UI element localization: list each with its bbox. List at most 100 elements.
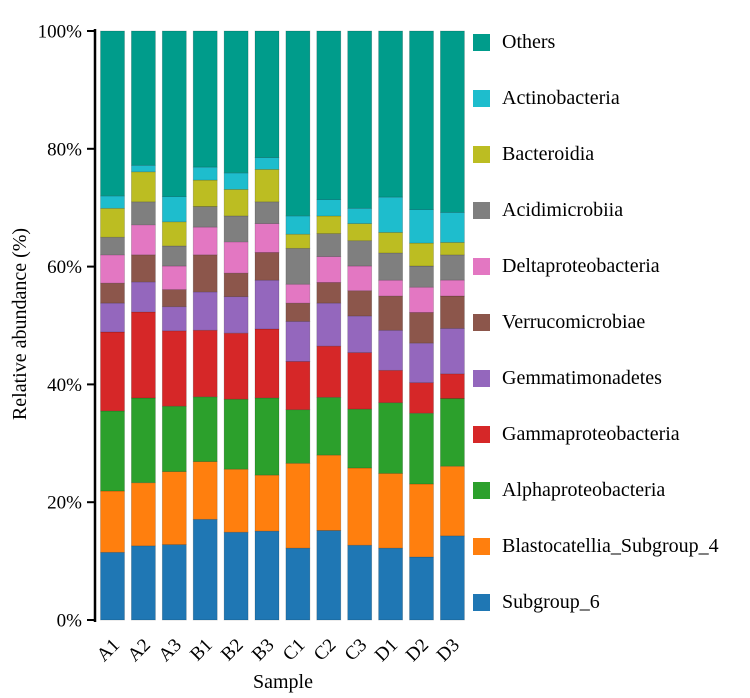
bar-segment-D2-Alphaproteobacteria bbox=[409, 412, 434, 485]
y-tick-label: 0% bbox=[57, 611, 83, 632]
bar-segment-B3-Deltaproteobacteria bbox=[254, 223, 280, 253]
bar-segment-C3-Blastocatellia_Subgroup_4 bbox=[347, 467, 373, 546]
bar-segment-B3-Blastocatellia_Subgroup_4 bbox=[254, 474, 280, 532]
bar-segment-B1-Gemmatimonadetes bbox=[192, 291, 218, 331]
x-tick-label-D2: D2 bbox=[402, 635, 433, 666]
x-tick-label-B3: B3 bbox=[248, 635, 279, 666]
bar-segment-A3-Gemmatimonadetes bbox=[161, 306, 187, 332]
y-tick-label: 40% bbox=[47, 375, 82, 396]
bar-segment-B3-Actinobacteria bbox=[254, 157, 280, 170]
legend-label: Bacteroidia bbox=[502, 143, 595, 165]
bar-segment-C1-Gammaproteobacteria bbox=[285, 361, 311, 411]
bar-segment-A3-Blastocatellia_Subgroup_4 bbox=[161, 471, 187, 545]
legend-item-Acidimicrobiia: Acidimicrobiia bbox=[473, 198, 623, 222]
bar-segment-C1-Bacteroidia bbox=[285, 233, 311, 249]
bar-segment-C2-Subgroup_6 bbox=[316, 530, 342, 621]
bar-segment-A1-Deltaproteobacteria bbox=[100, 254, 125, 284]
bar-segment-B1-Gammaproteobacteria bbox=[192, 329, 218, 398]
bar-segment-C2-Verrucomicrobiae bbox=[316, 282, 342, 304]
bar-segment-B3-Gemmatimonadetes bbox=[254, 279, 280, 330]
bar-segment-C1-Alphaproteobacteria bbox=[285, 409, 311, 464]
y-axis-title: Relative abundance (%) bbox=[9, 228, 31, 420]
bar-segment-B2-Actinobacteria bbox=[223, 172, 249, 190]
bar-segment-D2-Bacteroidia bbox=[409, 242, 434, 267]
bar-segment-C3-Deltaproteobacteria bbox=[347, 265, 373, 292]
bar-segment-B1-Others bbox=[192, 30, 218, 168]
bar-segment-B2-Gemmatimonadetes bbox=[223, 296, 249, 334]
bar-segment-A2-Others bbox=[131, 30, 156, 166]
y-axis: 0% 20% 40% 60% 80% 100% bbox=[38, 22, 97, 632]
legend-item-Gemmatimonadetes: Gemmatimonadetes bbox=[473, 366, 662, 390]
bar-segment-B2-Deltaproteobacteria bbox=[223, 241, 249, 274]
bar-segment-D1-Gammaproteobacteria bbox=[378, 369, 403, 404]
bar-segment-B2-Blastocatellia_Subgroup_4 bbox=[223, 468, 249, 533]
bar-segment-A1-Gemmatimonadetes bbox=[100, 302, 125, 333]
bar-segment-D1-Others bbox=[378, 30, 403, 198]
legend-label: Gammaproteobacteria bbox=[502, 423, 680, 445]
legend-label: Gemmatimonadetes bbox=[502, 367, 662, 389]
bar-segment-A2-Acidimicrobiia bbox=[131, 201, 156, 226]
bar-segment-D1-Bacteroidia bbox=[378, 232, 403, 254]
bar-segment-B1-Alphaproteobacteria bbox=[192, 396, 218, 462]
bar-segment-C2-Others bbox=[316, 30, 342, 200]
legend-label: Subgroup_6 bbox=[502, 591, 600, 613]
bar-segment-A2-Verrucomicrobiae bbox=[131, 254, 156, 283]
legend-label: Others bbox=[502, 31, 556, 53]
bar-segment-B2-Alphaproteobacteria bbox=[223, 398, 249, 470]
bar-segment-D3-Acidimicrobiia bbox=[440, 254, 465, 281]
bar-segment-B2-Verrucomicrobiae bbox=[223, 272, 249, 298]
bar-segment-D1-Alphaproteobacteria bbox=[378, 402, 403, 474]
legend-item-Actinobacteria: Actinobacteria bbox=[473, 86, 620, 110]
legend-swatch-Others bbox=[473, 33, 490, 51]
bar-segment-A3-Deltaproteobacteria bbox=[161, 265, 187, 290]
bar-segment-C2-Alphaproteobacteria bbox=[316, 397, 342, 456]
bar-segment-D1-Verrucomicrobiae bbox=[378, 295, 403, 331]
bar-segment-B1-Bacteroidia bbox=[192, 179, 218, 207]
bar-segment-D2-Verrucomicrobiae bbox=[409, 312, 434, 344]
legend-item-Blastocatellia_Subgroup_4: Blastocatellia_Subgroup_4 bbox=[473, 534, 719, 558]
legend-item-Deltaproteobacteria: Deltaproteobacteria bbox=[473, 254, 660, 278]
bar-segment-D3-Blastocatellia_Subgroup_4 bbox=[440, 465, 465, 537]
legend-swatch-Verrucomicrobiae bbox=[473, 313, 490, 331]
x-tick-label-B2: B2 bbox=[217, 635, 248, 666]
bar-segment-C1-Blastocatellia_Subgroup_4 bbox=[285, 462, 311, 549]
bar-segment-A1-Gammaproteobacteria bbox=[100, 331, 125, 412]
legend-swatch-Deltaproteobacteria bbox=[473, 257, 490, 275]
bar-segment-C3-Actinobacteria bbox=[347, 207, 373, 224]
legend-label: Blastocatellia_Subgroup_4 bbox=[502, 535, 719, 557]
bar-segment-D2-Actinobacteria bbox=[409, 209, 434, 244]
legend: Others Actinobacteria Bacteroidia Acidimicr… bbox=[473, 0, 750, 698]
bar-segment-A1-Acidimicrobiia bbox=[100, 236, 125, 256]
bar-segment-A2-Alphaproteobacteria bbox=[131, 397, 156, 484]
bar-segment-A3-Gammaproteobacteria bbox=[161, 330, 187, 407]
x-tick-label-D1: D1 bbox=[371, 635, 402, 666]
bar-segment-D1-Actinobacteria bbox=[378, 196, 403, 233]
legend-swatch-Gammaproteobacteria bbox=[473, 425, 490, 443]
bar-segment-A2-Blastocatellia_Subgroup_4 bbox=[131, 482, 156, 547]
x-tick-label-C1: C1 bbox=[279, 635, 310, 666]
bar-segment-C1-Acidimicrobiia bbox=[285, 247, 311, 285]
bar-segment-B2-Gammaproteobacteria bbox=[223, 332, 249, 400]
bar-segment-D1-Subgroup_6 bbox=[378, 547, 403, 621]
bar-segment-C3-Gemmatimonadetes bbox=[347, 315, 373, 353]
bar-segment-D2-Gemmatimonadetes bbox=[409, 342, 434, 384]
bar-segment-B2-Subgroup_6 bbox=[223, 531, 249, 621]
bar-segment-B1-Verrucomicrobiae bbox=[192, 254, 218, 293]
bar-segment-A1-Alphaproteobacteria bbox=[100, 410, 125, 492]
bar-segment-A2-Gemmatimonadetes bbox=[131, 281, 156, 313]
legend-item-Bacteroidia: Bacteroidia bbox=[473, 142, 594, 166]
bar-segment-A1-Actinobacteria bbox=[100, 195, 125, 209]
bar-segment-C3-Acidimicrobiia bbox=[347, 240, 373, 267]
bar-segment-B2-Bacteroidia bbox=[223, 189, 249, 217]
bar-segment-D3-Gammaproteobacteria bbox=[440, 373, 465, 399]
bar-segment-D3-Subgroup_6 bbox=[440, 535, 465, 621]
bar-segment-B2-Others bbox=[223, 30, 249, 174]
legend-swatch-Bacteroidia bbox=[473, 145, 490, 163]
bar-segment-B3-Bacteroidia bbox=[254, 169, 280, 203]
bar-segment-D3-Bacteroidia bbox=[440, 242, 465, 256]
bar-segment-D3-Others bbox=[440, 30, 465, 213]
bar-segment-B1-Blastocatellia_Subgroup_4 bbox=[192, 461, 218, 520]
bar-segment-D2-Subgroup_6 bbox=[409, 556, 434, 621]
bar-segment-A3-Actinobacteria bbox=[161, 196, 187, 223]
